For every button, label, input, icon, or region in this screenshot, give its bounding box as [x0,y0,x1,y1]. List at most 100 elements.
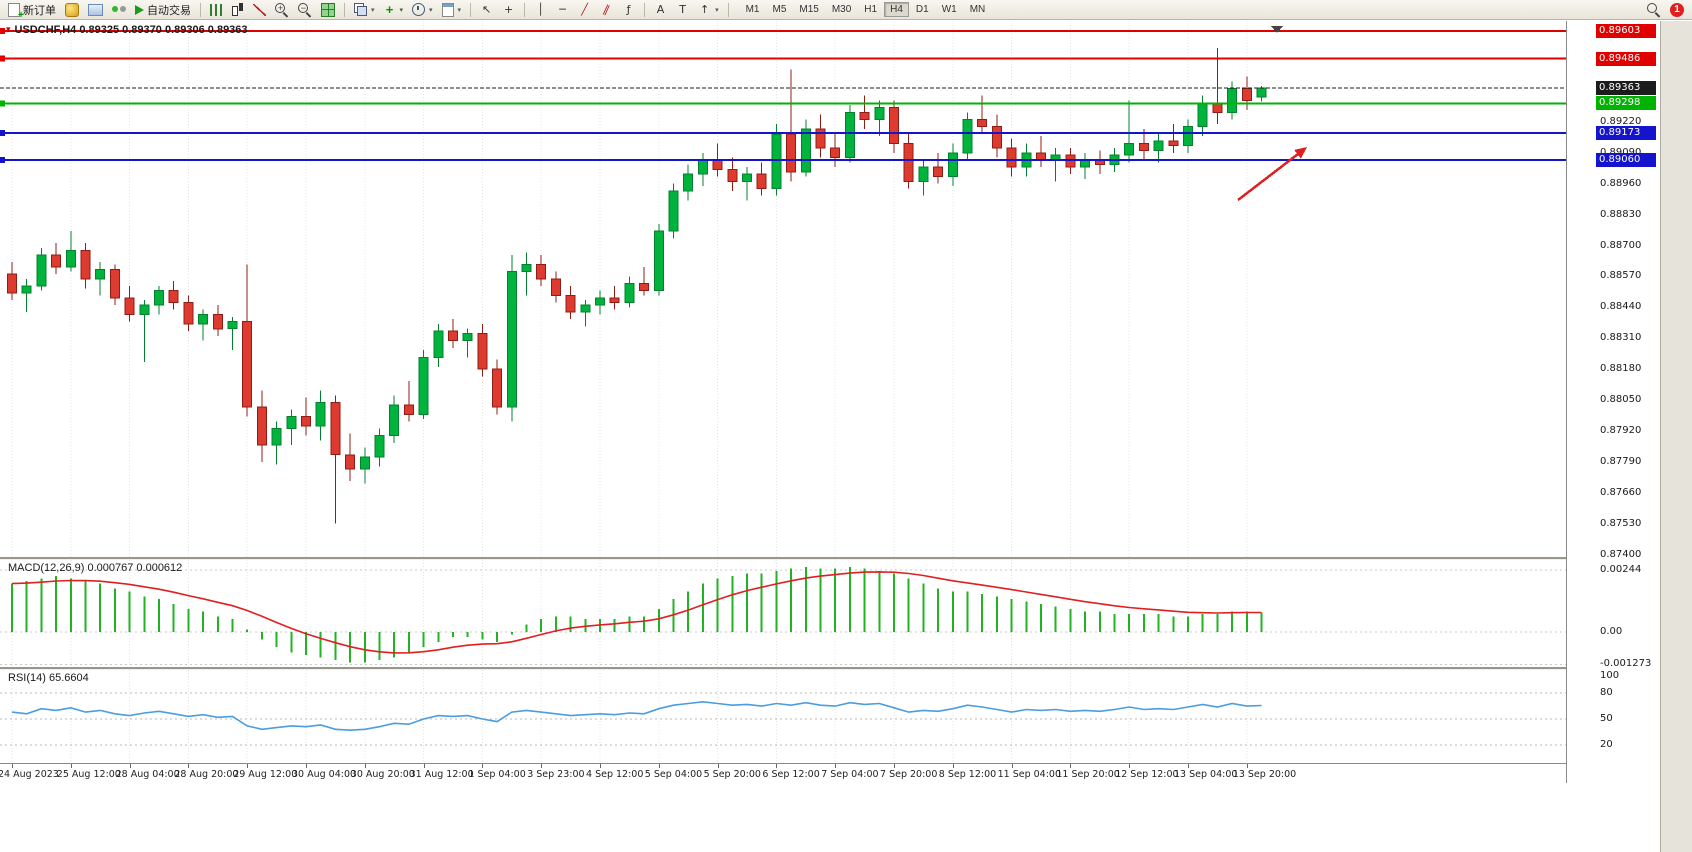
candle [330,395,341,524]
candle [286,409,297,446]
text-tool-button[interactable]: A [650,1,671,18]
candle [1212,48,1223,125]
candle [991,114,1002,158]
price-axis[interactable]: 0.89220 0.89090 0.88960 0.88830 0.88700 0.885… [1567,21,1660,804]
fibonacci-icon: ƒ [626,3,631,16]
time-axis-tick [70,764,72,768]
price-axis-label: 0.88440 [1600,301,1642,313]
text-icon: A [656,3,665,16]
timeframe-button-D1[interactable]: D1 [910,2,935,17]
candle [1197,95,1208,137]
vertical-line-tool-button[interactable]: │ [530,1,551,18]
fibonacci-tool-button[interactable]: ƒ [618,1,639,18]
horizontal-line-tool-button[interactable]: ─ [552,1,573,18]
indicators-button[interactable]: + ▾ [380,1,408,18]
notifications-button[interactable]: 1 [1666,1,1688,18]
candle [1036,136,1046,167]
candle [609,285,620,310]
price-level-tag[interactable]: 0.89298 [1596,96,1656,111]
periods-button[interactable]: ▾ [408,1,437,18]
cascade-windows-button[interactable]: ▾ [350,1,379,18]
candle [918,159,929,196]
trendline-tool-button[interactable]: ╱ [574,1,595,18]
timeframe-button-H4[interactable]: H4 [884,2,909,17]
channel-tool-button[interactable]: ∥ [596,1,617,18]
candle [80,243,91,289]
timeframe-button-W1[interactable]: W1 [936,2,963,17]
time-axis-label: 3 Sep 23:00 [527,769,585,780]
cursor-button[interactable]: ↖ [476,1,497,18]
candle [1080,152,1091,179]
rsi-panel[interactable] [0,670,1566,762]
candle [903,133,914,189]
candlestick-chart-button[interactable] [227,1,248,18]
panel-splitter[interactable] [0,667,1660,670]
chart-symbol-icon: ▾ [6,25,11,35]
price-level-tag[interactable]: 0.89173 [1596,126,1656,141]
line-left-marker [0,156,5,163]
time-axis[interactable]: 24 Aug 2023 25 Aug 12:00 28 Aug 04:00 28 Au… [0,763,1566,784]
time-axis-label: 5 Sep 04:00 [644,769,703,780]
search-button[interactable] [1643,1,1665,18]
candle [271,421,282,465]
cascade-windows-icon [354,3,367,16]
candle [65,231,76,272]
price-level-tag[interactable]: 0.89363 [1596,80,1656,95]
navigator-button[interactable] [108,1,130,18]
text-label-tool-button[interactable]: T [672,1,693,18]
vertical-line-icon: │ [537,3,544,16]
line-chart-button[interactable] [249,1,270,18]
main-toolbar: 新订单 自动交易 + − ▾ +▾ ▾ ▾ ↖ + │ ─ ╱ ∥ ƒ A T … [0,0,1692,21]
templates-button[interactable]: ▾ [438,1,466,18]
timeframe-button-MN[interactable]: MN [964,2,992,17]
bar-chart-button[interactable] [206,1,226,18]
auto-trading-button[interactable]: 自动交易 [131,1,195,18]
horizontal-line-icon: ─ [559,3,566,16]
candle [697,152,708,187]
rsi-axis-label: 20 [1600,738,1613,750]
panel-splitter[interactable] [0,557,1660,560]
zoom-in-button[interactable]: + [271,1,293,18]
timeframe-button-M30[interactable]: M30 [826,2,857,17]
annotation-arrow[interactable] [1237,147,1307,201]
candle [256,390,267,462]
zoom-out-button[interactable]: − [294,1,316,18]
timeframe-button-M1[interactable]: M1 [740,2,766,17]
price-axis-label: 0.88050 [1600,394,1642,406]
crosshair-button[interactable]: + [498,1,519,18]
timeframe-button-M5[interactable]: M5 [766,2,792,17]
timeframe-button-M15[interactable]: M15 [793,2,824,17]
timeframe-button-H1[interactable]: H1 [858,2,883,17]
candle [756,162,767,196]
new-order-button[interactable]: 新订单 [4,1,60,21]
candle [1006,138,1017,177]
macd-panel[interactable] [0,560,1566,666]
price-level-tag[interactable]: 0.89060 [1596,152,1656,167]
shapes-tool-button[interactable]: ↑ ▾ [694,1,723,18]
terminal-button[interactable] [84,1,107,18]
price-level-tag[interactable]: 0.89486 [1596,51,1656,66]
market-watch-button[interactable] [61,1,83,18]
time-axis-label: 30 Aug 20:00 [350,769,415,780]
time-axis-label: 5 Sep 20:00 [703,769,761,780]
time-axis-tick [129,764,131,768]
time-axis-label: 7 Sep 20:00 [880,769,938,780]
price-axis-label: 0.87790 [1600,455,1642,467]
time-axis-label: 30 Aug 04:00 [292,769,357,780]
time-axis-tick [247,764,249,768]
tile-windows-button[interactable] [317,1,339,18]
candle [653,224,664,296]
dropdown-arrow-icon: ▾ [399,5,404,14]
candle [462,328,473,358]
scroll-end-marker[interactable] [1271,26,1283,33]
time-axis-label: 13 Sep 20:00 [1232,769,1297,780]
price-level-tag[interactable]: 0.89603 [1596,23,1656,38]
candle [521,252,532,296]
candle [1050,148,1061,182]
symbol-ohlc-readout: USDCHF,H4 0.89325 0.89370 0.89306 0.8936… [14,24,248,36]
time-axis-tick [717,764,719,768]
main-chart-plot[interactable] [0,22,1566,557]
candle [536,255,547,286]
candle [595,290,605,315]
candle [683,164,694,201]
